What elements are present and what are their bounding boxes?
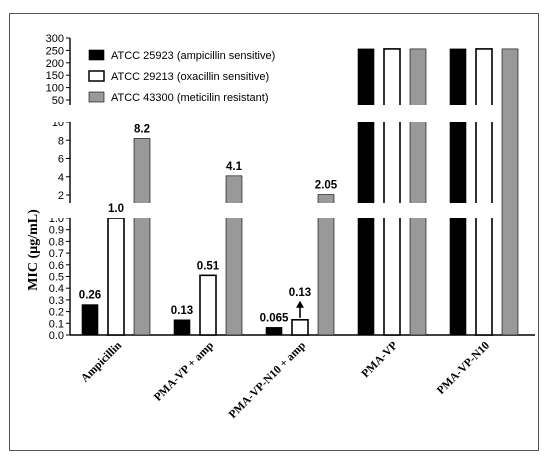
bar bbox=[501, 48, 519, 336]
axis-break-gap bbox=[30, 203, 500, 218]
y-tick-label: 0.8 bbox=[49, 236, 64, 248]
y-tick-label: 150 bbox=[46, 70, 64, 82]
bar bbox=[107, 217, 125, 336]
bar bbox=[317, 194, 335, 336]
arrow-up-head bbox=[296, 300, 304, 308]
y-tick-label: 50 bbox=[52, 95, 64, 107]
bar bbox=[449, 48, 467, 336]
bar bbox=[199, 274, 217, 336]
bar bbox=[357, 48, 375, 336]
data-label: 2.05 bbox=[315, 180, 338, 192]
y-axis-label: MIC (µg/mL) bbox=[26, 209, 41, 291]
data-label: 1.0 bbox=[108, 203, 124, 215]
bar bbox=[409, 48, 427, 336]
data-label: 4.1 bbox=[226, 161, 243, 173]
category-label: PMA-VP-N10 bbox=[435, 339, 492, 396]
y-tick-label: 0.2 bbox=[49, 307, 64, 319]
data-label: 0.13 bbox=[289, 287, 311, 299]
legend-label: ATCC 25923 (ampicillin sensitive) bbox=[111, 50, 275, 62]
data-label: 0.065 bbox=[260, 312, 289, 324]
bars bbox=[30, 48, 519, 336]
y-tick-label: 0.1 bbox=[49, 318, 64, 330]
y-tick-label: 4 bbox=[58, 172, 64, 184]
y-tick-label: 250 bbox=[46, 45, 64, 57]
bar bbox=[133, 138, 151, 336]
legend-swatch bbox=[88, 91, 105, 103]
x-axis-categories: Ampicillin PMA-VP + amp PMA-VP-N10 + amp PM… bbox=[79, 339, 492, 421]
data-label: 8.2 bbox=[134, 123, 150, 135]
category-label: PMA-VP-N10 + amp bbox=[227, 340, 308, 421]
bar bbox=[475, 48, 493, 336]
bar bbox=[225, 175, 243, 336]
category-label: PMA-VP + amp bbox=[152, 340, 216, 404]
y-tick-label: 6 bbox=[58, 154, 64, 166]
data-labels: 0.26 1.0 8.2 0.13 0.51 4.1 0.065 0.13 2.05 bbox=[79, 123, 338, 324]
legend-swatch bbox=[88, 70, 105, 82]
data-label: 0.13 bbox=[171, 305, 193, 317]
data-label: 0.51 bbox=[197, 260, 220, 272]
bar bbox=[383, 48, 401, 336]
y-tick-label: 100 bbox=[46, 83, 64, 95]
y-tick-label: 300 bbox=[46, 33, 64, 45]
bar bbox=[291, 318, 309, 336]
legend: ATCC 25923 (ampicillin sensitive) ATCC 29… bbox=[88, 49, 275, 104]
axis-break-gap bbox=[30, 105, 500, 122]
category-label: Ampicillin bbox=[79, 339, 125, 385]
bar bbox=[81, 304, 99, 336]
figure-frame bbox=[9, 13, 539, 451]
y-tick-label: 0.6 bbox=[49, 260, 64, 272]
y-tick-label: 0.0 bbox=[49, 330, 64, 342]
y-tick-label: 0.3 bbox=[49, 295, 64, 307]
legend-label: ATCC 29213 (oxacillin sensitive) bbox=[111, 71, 269, 83]
y-tick-label: 0.9 bbox=[49, 225, 64, 237]
legend-label: ATCC 43300 (meticilin resistant) bbox=[111, 92, 269, 104]
y-tick-label: 200 bbox=[46, 58, 64, 70]
category-label: PMA-VP bbox=[360, 340, 401, 381]
data-label: 0.26 bbox=[79, 290, 101, 302]
bar bbox=[265, 327, 283, 336]
y-tick-label: 8 bbox=[58, 135, 64, 147]
y-tick-label: 0.4 bbox=[49, 283, 64, 295]
y-tick-label: 0.5 bbox=[49, 272, 64, 284]
y-tick-label: 0.7 bbox=[49, 248, 64, 260]
bar bbox=[173, 319, 191, 336]
y-tick-label: 2 bbox=[58, 190, 64, 202]
legend-swatch bbox=[88, 49, 105, 61]
